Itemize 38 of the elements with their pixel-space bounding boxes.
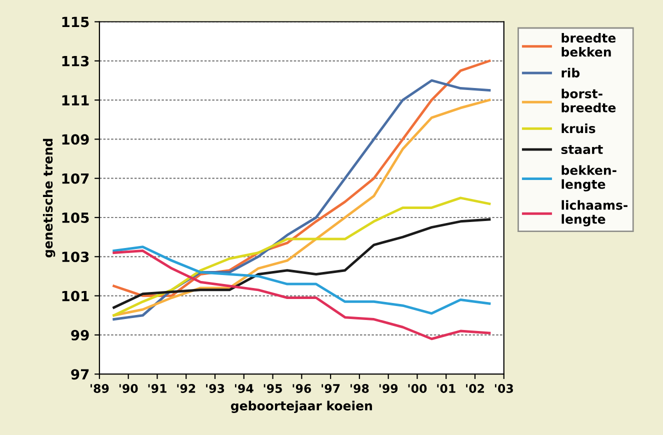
x-tick-label: '96 [292,384,312,393]
y-tick-label: 99 [71,330,89,340]
x-tick-label: '00 [408,384,427,393]
x-tick-label: '90 [119,384,138,393]
line-series [112,250,491,340]
y-tick-label: 109 [62,134,89,145]
y-tick-label: 105 [62,212,89,223]
x-tick-label: '99 [379,384,398,393]
x-tick-label: '93 [206,384,224,393]
legend-label: staart [561,145,603,154]
y-tick-label: 103 [62,252,89,262]
y-tick-label: 101 [62,290,89,302]
y-tick-label: 113 [62,56,89,66]
line-series [112,246,491,315]
y-axis-title: genetische trend [42,138,56,258]
x-tick-label: '89 [90,384,109,393]
x-tick-label: '94 [234,384,254,393]
line-series [112,218,491,309]
legend-label: kruis [562,124,596,134]
x-tick-label: '02 [466,384,484,393]
x-tick-label: '92 [177,384,196,393]
y-tick-label: 115 [62,16,89,28]
x-tick-label: '91 [148,384,166,393]
legend-label: breedte bekken [562,33,616,57]
x-tick-label: '98 [350,384,369,393]
legend-label: borst- breedte [562,88,616,112]
y-tick-label: 97 [71,369,89,380]
line-series [112,196,491,317]
x-tick-label: '03 [494,384,513,393]
x-axis-title: geboortejaar koeien [230,400,372,413]
x-tick-label: '01 [437,384,456,393]
legend-label: rib [562,68,580,78]
x-tick-label: '95 [264,384,282,393]
y-tick-label: 111 [62,95,89,106]
legend-label: bekken- lengte [562,165,616,192]
x-tick-label: '97 [322,384,340,393]
legend-label: lichaams- lengte [562,200,628,226]
y-tick-label: 107 [62,173,89,184]
